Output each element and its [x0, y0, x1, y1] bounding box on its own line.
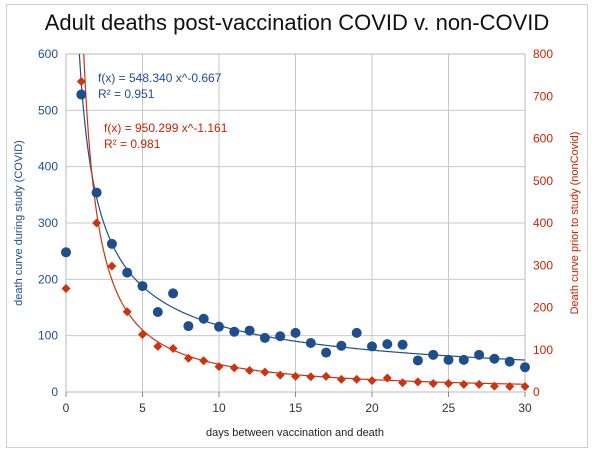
data-point-covid: [259, 332, 270, 343]
data-point-covid: [305, 337, 316, 348]
data-point-covid: [229, 326, 240, 337]
y-right-tick-label: 200: [533, 301, 553, 315]
data-point-covid: [244, 325, 255, 336]
data-points: [61, 76, 530, 392]
trendline-equation-noncovid: f(x) = 950.299 x^-1.161: [104, 121, 228, 135]
x-tick-label: 25: [442, 401, 456, 415]
data-point-noncovid: [214, 362, 224, 372]
y-right-tick-label: 300: [533, 258, 553, 272]
trendline-r2-covid: R² = 0.951: [98, 87, 155, 101]
data-point-noncovid: [183, 353, 193, 363]
data-point-noncovid: [153, 341, 163, 351]
data-point-noncovid: [306, 372, 316, 382]
data-point-covid: [443, 354, 454, 365]
data-point-noncovid: [367, 376, 377, 386]
x-tick-label: 5: [139, 401, 146, 415]
data-point-noncovid: [76, 76, 86, 86]
y-left-tick-label: 300: [38, 216, 58, 230]
y-left-tick-label: 500: [38, 103, 58, 117]
trendline-equation-covid: f(x) = 548.340 x^-0.667: [98, 71, 222, 85]
data-point-noncovid: [199, 356, 209, 366]
data-point-noncovid: [474, 379, 484, 389]
y-right-tick-label: 400: [533, 216, 553, 230]
data-point-covid: [504, 356, 515, 367]
data-point-noncovid: [291, 371, 300, 381]
x-tick-label: 0: [63, 401, 70, 415]
x-axis-label: days between vaccination and death: [206, 427, 384, 439]
data-point-covid: [412, 355, 423, 366]
x-tick-label: 15: [289, 401, 303, 415]
data-point-noncovid: [260, 367, 270, 377]
data-point-covid: [76, 89, 87, 100]
y-left-tick-label: 0: [51, 385, 58, 399]
y-axis-left-label: death curve during study (COVID): [13, 140, 25, 306]
trendline-r2-noncovid: R² = 0.981: [104, 137, 161, 151]
y-right-tick-label: 700: [533, 89, 553, 103]
data-point-noncovid: [413, 377, 423, 387]
data-point-noncovid: [107, 261, 117, 271]
data-point-noncovid: [229, 363, 239, 373]
data-point-noncovid: [138, 330, 147, 340]
data-point-covid: [458, 354, 469, 365]
data-point-noncovid: [321, 371, 331, 381]
data-point-noncovid: [122, 307, 132, 317]
data-point-covid: [91, 187, 102, 198]
y-axis-right-label: Death curve prior to study (nonCovid): [569, 132, 581, 315]
data-point-covid: [489, 353, 500, 364]
data-point-covid: [183, 321, 194, 332]
data-point-covid: [397, 339, 408, 350]
axes: 0100200300400500600010020030040050060070…: [38, 47, 553, 415]
y-right-tick-label: 100: [533, 343, 553, 357]
data-point-covid: [198, 313, 209, 324]
data-point-noncovid: [336, 374, 346, 384]
data-point-noncovid: [428, 379, 438, 389]
data-point-noncovid: [382, 373, 392, 383]
data-point-noncovid: [505, 382, 515, 392]
data-point-covid: [290, 327, 301, 338]
data-point-covid: [168, 288, 179, 299]
data-point-covid: [122, 267, 133, 278]
chart-title: Adult deaths post-vaccination COVID v. n…: [44, 10, 550, 35]
data-point-covid: [106, 238, 117, 249]
data-point-covid: [520, 362, 530, 373]
x-tick-label: 20: [365, 401, 379, 415]
data-point-covid: [367, 341, 377, 352]
y-right-tick-label: 600: [533, 132, 553, 146]
data-point-noncovid: [520, 382, 530, 392]
data-point-covid: [137, 281, 148, 292]
y-right-tick-label: 0: [533, 385, 540, 399]
data-point-covid: [336, 340, 347, 351]
data-point-covid: [351, 327, 362, 338]
data-point-covid: [214, 321, 224, 332]
grid: [65, 53, 526, 393]
data-point-noncovid: [459, 379, 469, 389]
data-point-covid: [428, 349, 439, 360]
data-point-noncovid: [275, 370, 285, 380]
x-tick-label: 10: [212, 401, 226, 415]
data-point-noncovid: [245, 365, 255, 375]
data-point-covid: [474, 349, 485, 360]
data-point-noncovid: [489, 381, 499, 391]
data-point-noncovid: [92, 218, 102, 228]
data-point-noncovid: [398, 378, 408, 388]
y-left-tick-label: 400: [38, 160, 58, 174]
y-right-tick-label: 800: [533, 47, 553, 61]
data-point-covid: [321, 347, 332, 358]
y-left-tick-label: 100: [38, 329, 58, 343]
data-point-covid: [382, 339, 393, 350]
data-point-covid: [61, 247, 71, 258]
data-point-noncovid: [61, 283, 71, 293]
data-point-covid: [275, 331, 286, 342]
y-left-tick-label: 200: [38, 272, 58, 286]
y-left-tick-label: 600: [38, 47, 58, 61]
data-point-noncovid: [352, 374, 362, 384]
labels: f(x) = 548.340 x^-0.667 R² = 0.951 f(x) …: [13, 71, 581, 439]
y-right-tick-label: 500: [533, 174, 553, 188]
x-tick-label: 30: [518, 401, 532, 415]
data-point-noncovid: [444, 379, 453, 389]
data-point-noncovid: [168, 343, 178, 353]
data-point-covid: [152, 307, 163, 318]
